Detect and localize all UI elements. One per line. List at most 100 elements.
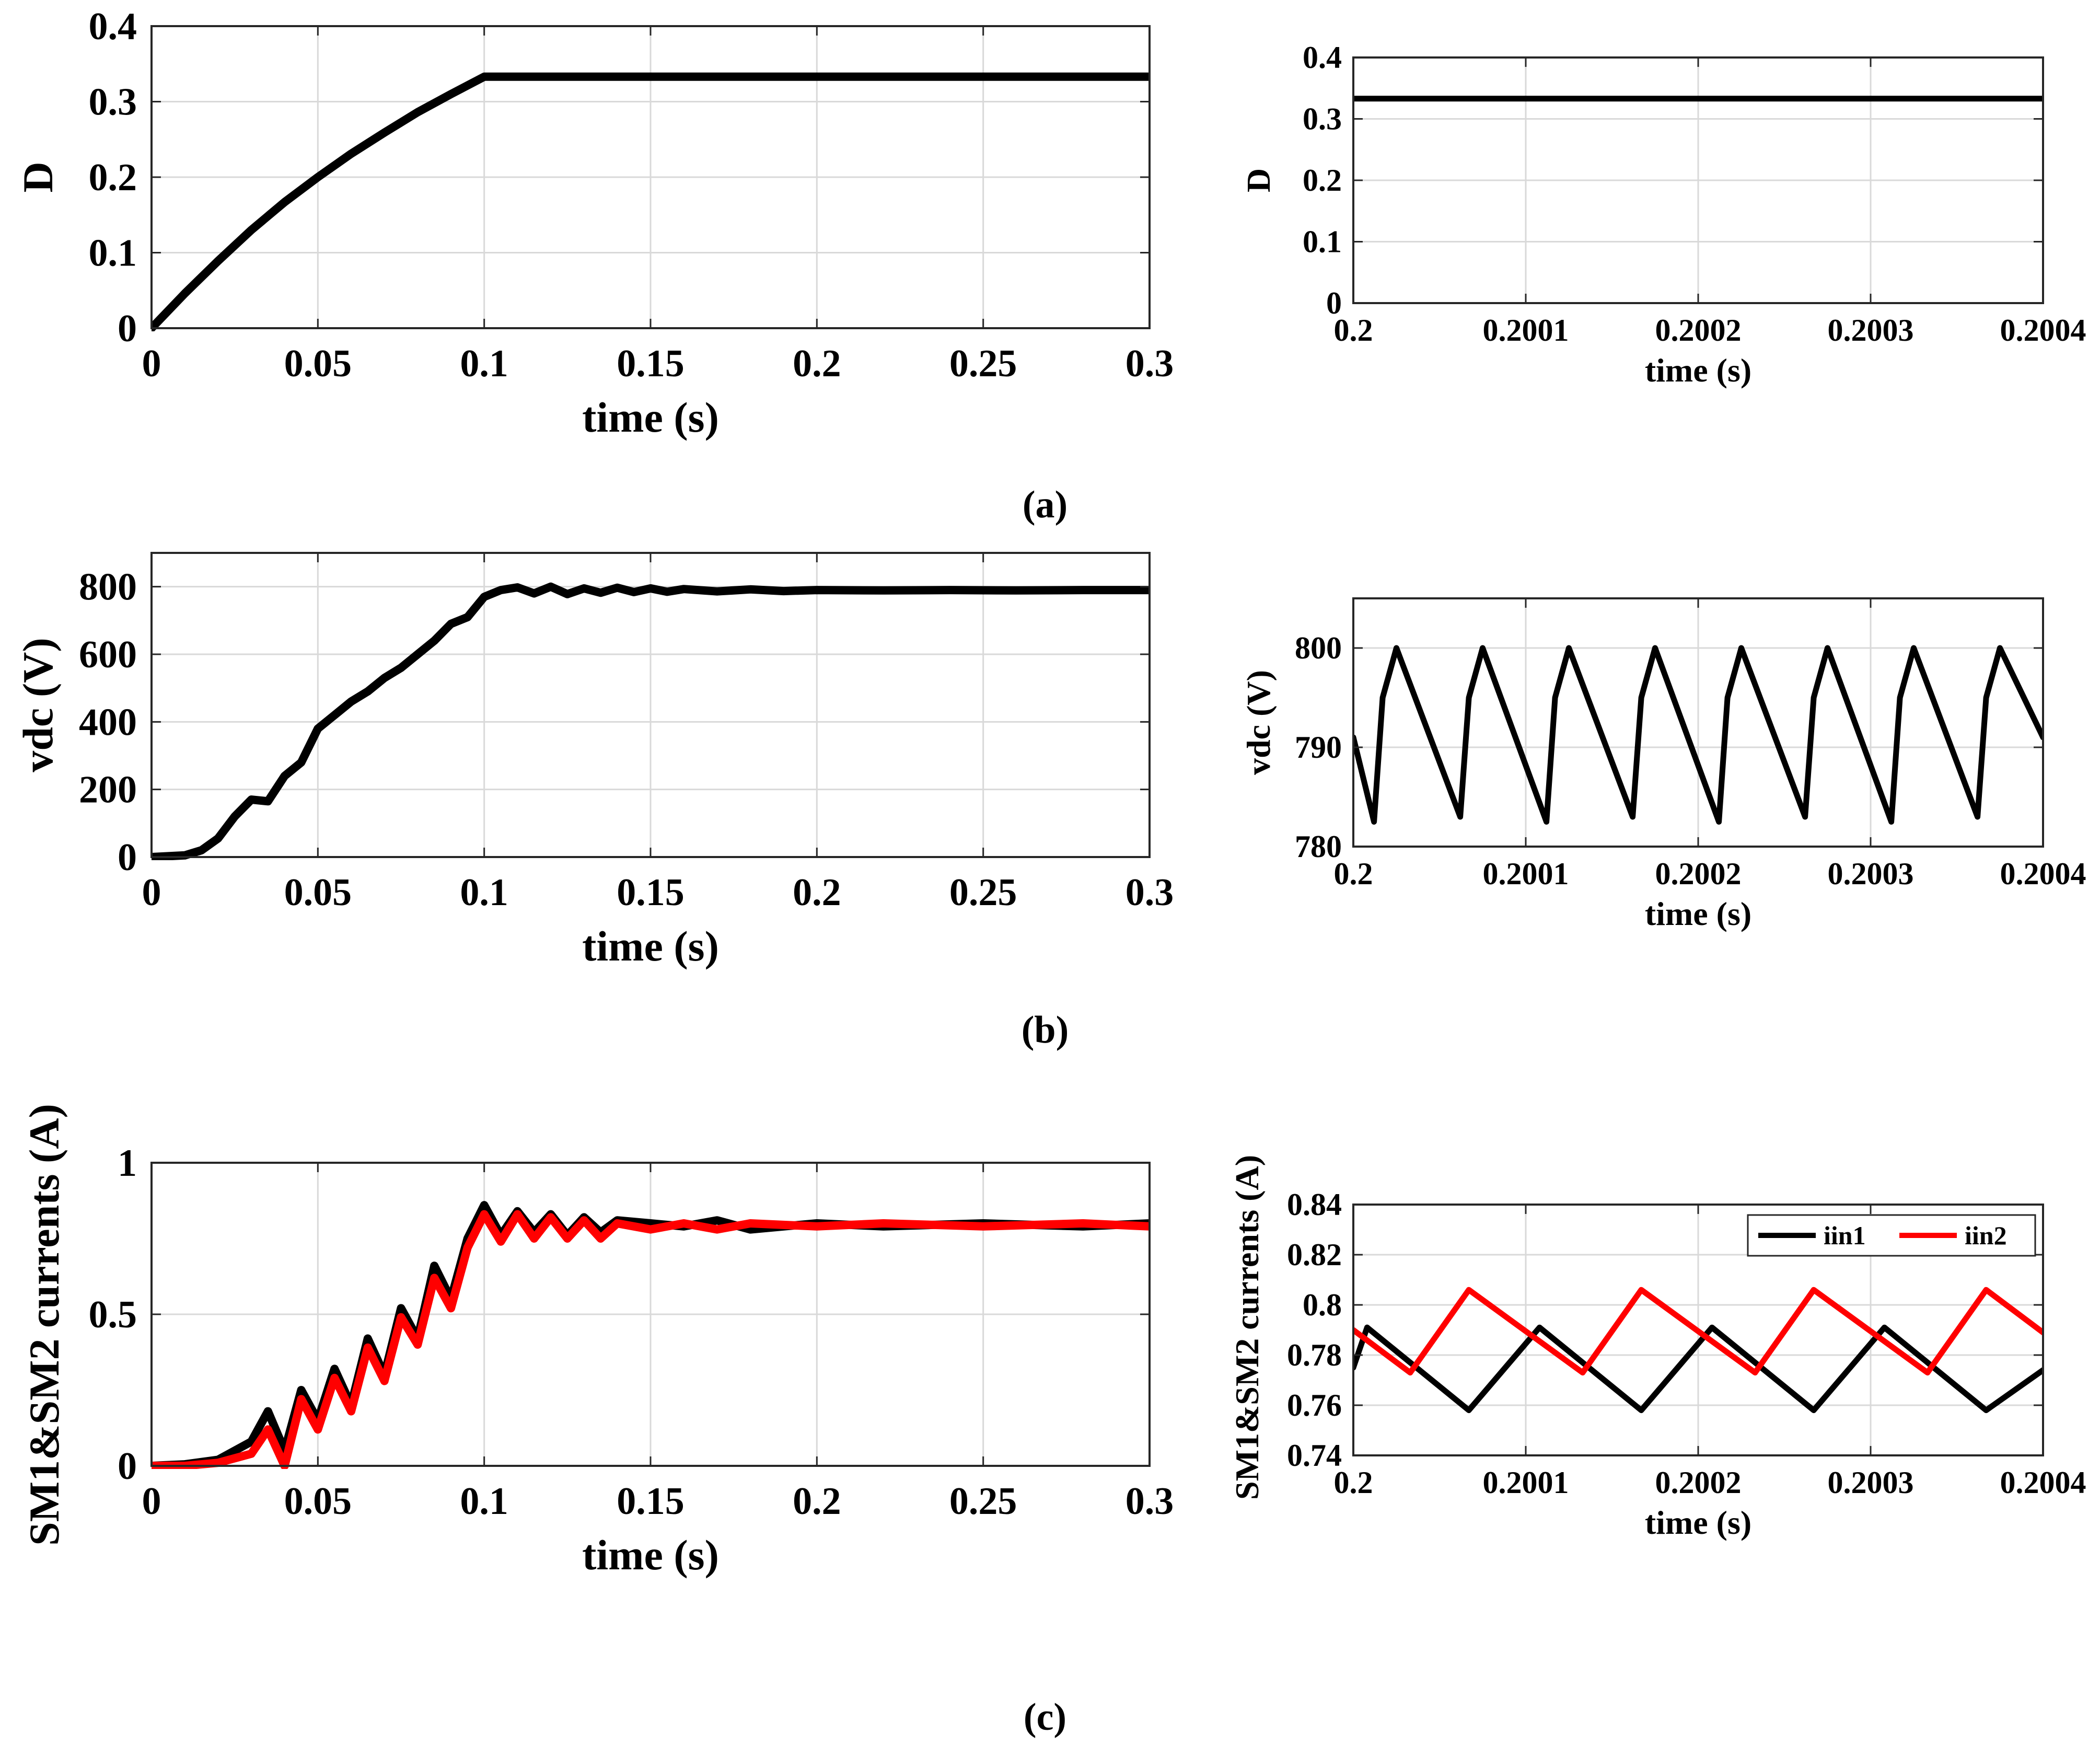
y-tick-label: 0 <box>118 1445 137 1488</box>
x-tick-label: 0.25 <box>949 1480 1017 1523</box>
y-tick-label: 600 <box>79 633 137 676</box>
y-tick-label: 0.1 <box>89 232 137 275</box>
y-axis-label: vdc (V) <box>14 638 62 772</box>
y-tick-label: 0.84 <box>1287 1187 1342 1222</box>
chart-c-zoom: 0.2 0.2001 0.2002 0.2003 0.2004 0.74 0.76 0.78 0… <box>1228 1155 2086 1541</box>
series-group <box>1353 1287 2043 1414</box>
y-axis-label: vdc (V) <box>1240 670 1277 775</box>
x-tick-label: 0 <box>142 342 161 385</box>
x-tick-label: 0.1 <box>460 342 508 385</box>
x-axis-label: time (s) <box>1645 895 1751 932</box>
y-tick-label: 0 <box>118 307 137 350</box>
x-tick-label: 0.05 <box>284 871 352 914</box>
caption-c: (c) <box>1024 1696 1066 1739</box>
x-axis-label: time (s) <box>582 1531 719 1579</box>
x-tick-label: 0.2002 <box>1655 313 1742 348</box>
series-line-vdc <box>152 582 1150 860</box>
series-line-D <box>152 72 1150 331</box>
y-tick-label: 0.2 <box>89 156 137 199</box>
legend-label-iin2: iin2 <box>1965 1221 2007 1250</box>
x-axis-label: time (s) <box>1645 1504 1751 1541</box>
y-tick-label: 780 <box>1295 829 1342 864</box>
x-tick-label: 0.15 <box>617 342 684 385</box>
x-tick-label: 0.2004 <box>2000 1465 2086 1500</box>
x-tick-label: 0.2 <box>793 342 841 385</box>
y-tick-label: 800 <box>79 566 137 609</box>
x-axis-label: time (s) <box>582 394 719 441</box>
y-tick-label: 800 <box>1295 631 1342 665</box>
x-tick-label: 0.25 <box>949 342 1017 385</box>
x-tick-label: 0.15 <box>617 1480 684 1523</box>
y-tick-label: 0.2 <box>1303 163 1342 198</box>
y-tick-label: 400 <box>79 701 137 744</box>
x-tick-label: 0.2002 <box>1655 857 1742 891</box>
series-line-vdc <box>1353 645 2043 825</box>
x-tick-label: 0.3 <box>1126 871 1174 914</box>
y-tick-label: 0.3 <box>1303 102 1342 136</box>
chart-b-full: 0 0.05 0.1 0.15 0.2 0.25 0.3 0 200 400 600 800 time … <box>14 552 1174 970</box>
y-tick-label: 0.5 <box>89 1293 137 1336</box>
y-tick-label: 0.76 <box>1287 1388 1342 1422</box>
x-tick-label: 0.15 <box>617 871 684 914</box>
y-tick-label: 0 <box>1326 286 1342 320</box>
x-tick-label: 0.05 <box>284 1480 352 1523</box>
x-tick-label: 0.2 <box>793 1480 841 1523</box>
y-tick-label: 0.78 <box>1287 1338 1342 1372</box>
y-tick-label: 1 <box>118 1142 137 1185</box>
x-tick-label: 0.2004 <box>2000 313 2086 348</box>
chart-a-full: 0 0.05 0.1 0.15 0.2 0.25 0.3 0 0.1 0.2 0.3 0.4 time … <box>14 5 1174 441</box>
x-tick-label: 0.1 <box>460 871 508 914</box>
x-tick-label: 0.05 <box>284 342 352 385</box>
x-tick-label: 0.2003 <box>1828 1465 1914 1500</box>
x-tick-label: 0.1 <box>460 1480 508 1523</box>
y-axis-label: SM1&SM2 currents (A) <box>20 1104 68 1546</box>
y-tick-label: 0.74 <box>1287 1438 1342 1473</box>
x-tick-label: 0.2001 <box>1483 1465 1569 1500</box>
y-axis-label: D <box>1240 168 1277 192</box>
series-line-iin1 <box>1353 1324 2043 1414</box>
y-tick-label: 0.4 <box>89 5 137 48</box>
x-tick-label: 0.3 <box>1126 342 1174 385</box>
series-group <box>152 1201 1150 1469</box>
y-axis-label: SM1&SM2 currents (A) <box>1228 1155 1266 1500</box>
x-tick-label: 0.2001 <box>1483 857 1569 891</box>
x-tick-label: 0.2002 <box>1655 1465 1742 1500</box>
series-group <box>1353 645 2043 825</box>
caption-a: (a) <box>1023 483 1068 526</box>
series-line-iin2 <box>152 1210 1150 1469</box>
x-tick-label: 0.2003 <box>1828 313 1914 348</box>
x-tick-label: 0.3 <box>1126 1480 1174 1523</box>
chart-c-full: 0 0.05 0.1 0.15 0.2 0.25 0.3 0 0.5 1 time (s) SM1&S… <box>20 1104 1174 1579</box>
y-tick-label: 0.4 <box>1303 40 1342 75</box>
series-group <box>152 72 1150 331</box>
x-tick-label: 0 <box>142 1480 161 1523</box>
series-group <box>152 582 1150 860</box>
y-tick-label: 0.8 <box>1303 1288 1342 1322</box>
y-tick-label: 0.3 <box>89 81 137 124</box>
legend: iin1 iin2 <box>1747 1214 2036 1257</box>
y-tick-label: 200 <box>79 769 137 812</box>
y-tick-label: 0 <box>118 836 137 879</box>
x-tick-label: 0.2 <box>1334 313 1373 348</box>
y-tick-label: 0.1 <box>1303 225 1342 259</box>
caption-b: (b) <box>1022 1009 1069 1051</box>
chart-b-zoom: 0.2 0.2001 0.2002 0.2003 0.2004 780 790 800 time… <box>1240 597 2086 932</box>
x-tick-label: 0.2 <box>1334 1465 1373 1500</box>
series-line-iin2 <box>1353 1287 2043 1376</box>
x-axis-label: time (s) <box>582 922 719 970</box>
x-tick-label: 0.2 <box>1334 857 1373 891</box>
x-tick-label: 0 <box>142 871 161 914</box>
y-tick-label: 0.82 <box>1287 1237 1342 1272</box>
x-axis-label: time (s) <box>1645 352 1751 389</box>
chart-a-zoom: 0.2 0.2001 0.2002 0.2003 0.2004 0 0.1 0.2 0.3 0.4… <box>1240 40 2086 389</box>
x-tick-label: 0.2 <box>793 871 841 914</box>
y-tick-label: 790 <box>1295 730 1342 765</box>
legend-label-iin1: iin1 <box>1824 1221 1866 1250</box>
legend-box <box>1747 1214 2036 1257</box>
x-tick-label: 0.2003 <box>1828 857 1914 891</box>
x-tick-label: 0.25 <box>949 871 1017 914</box>
x-tick-label: 0.2001 <box>1483 313 1569 348</box>
x-tick-label: 0.2004 <box>2000 857 2086 891</box>
y-axis-label: D <box>14 161 62 192</box>
